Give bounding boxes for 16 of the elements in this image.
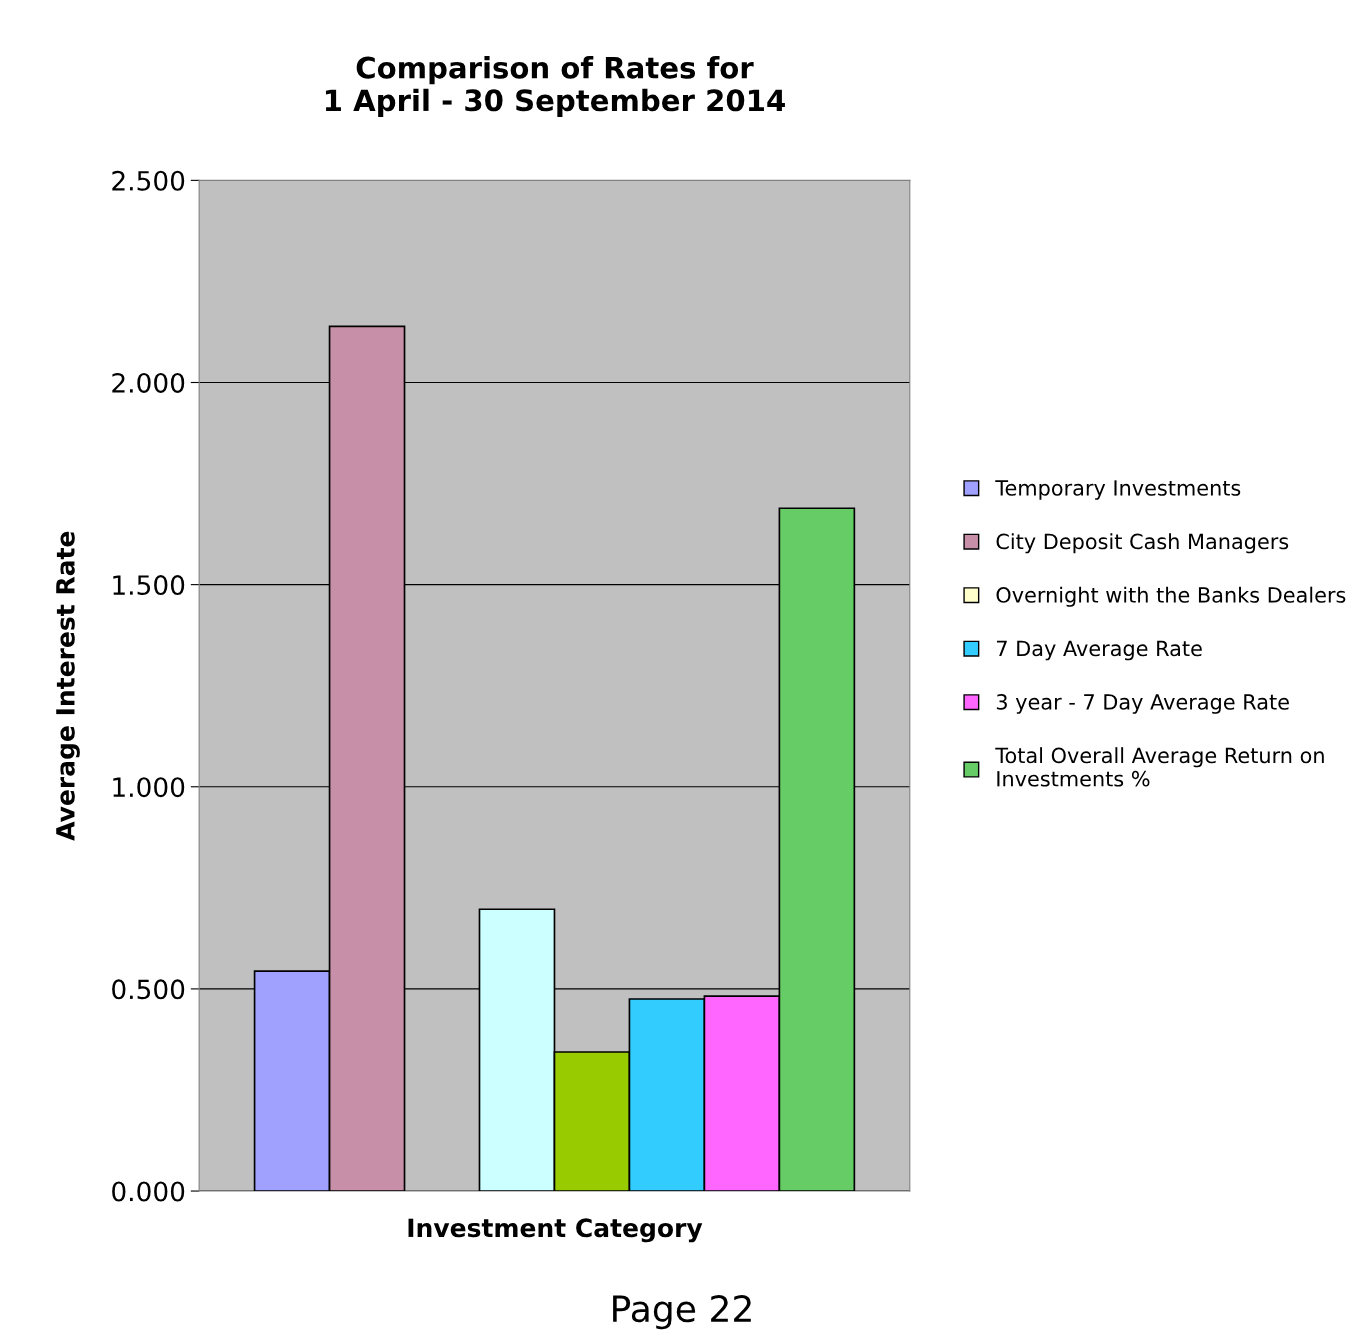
legend-label: Temporary Investments xyxy=(995,480,1241,500)
y-tick-label: 1.500 xyxy=(113,575,185,596)
legend-label: City Deposit Cash Managers xyxy=(996,533,1289,554)
y-tick-label: 2.500 xyxy=(112,170,185,191)
y-tick-label: 1.000 xyxy=(113,777,185,798)
chart-title: Comparison of Rates for 1 April - 30 September 2014 xyxy=(325,56,785,117)
legend-label: 7 Day Average Rate xyxy=(997,640,1202,661)
y-tick-label: 0.500 xyxy=(112,979,185,1000)
y-axis-title: Average Interest Rate xyxy=(56,531,80,841)
legend-label: Total Overall Average Return on Investments % xyxy=(995,747,1324,787)
y-tick-label: 0.000 xyxy=(112,1181,185,1202)
legend-label: Overnight with the Banks Dealers xyxy=(996,586,1346,607)
legend-label: 3 year - 7 Day Average Rate xyxy=(996,694,1289,714)
y-tick-label: 2.000 xyxy=(112,372,185,393)
x-axis-title: Investment Category xyxy=(408,1218,703,1243)
text: Page 22 xyxy=(613,1295,751,1330)
